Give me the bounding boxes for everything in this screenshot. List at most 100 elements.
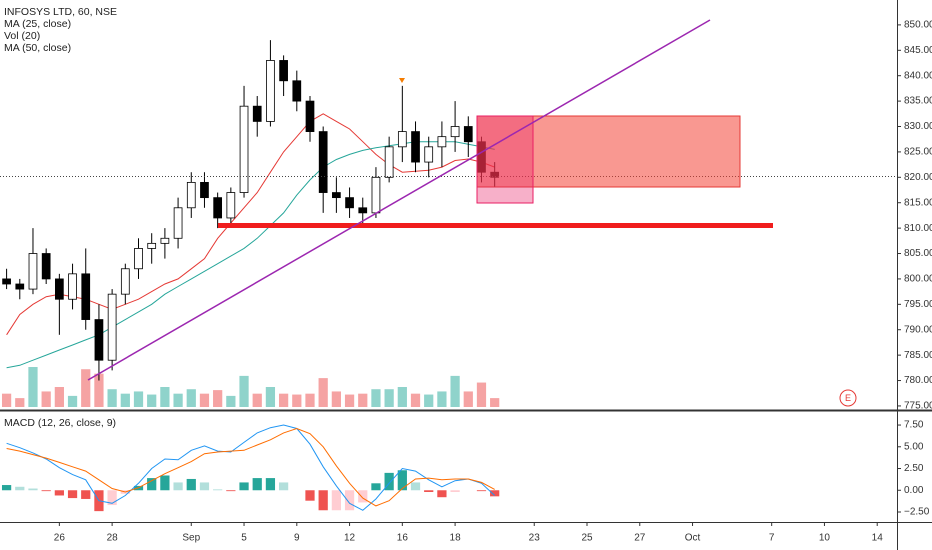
histogram-bar <box>28 488 38 491</box>
candle-body <box>397 131 407 148</box>
volume-bar <box>173 393 183 407</box>
histogram-bar <box>305 490 315 501</box>
volume-bar <box>384 389 394 407</box>
y-tick-label: −2.50 <box>904 507 930 518</box>
x-tick-label: 14 <box>872 533 884 544</box>
histogram-bar <box>476 490 487 492</box>
volume-bar <box>476 382 487 407</box>
x-tick-label: 25 <box>581 533 593 544</box>
histogram-bar <box>490 490 500 497</box>
x-tick-label: 9 <box>294 533 300 544</box>
volume-bar <box>81 369 91 407</box>
volume-bar <box>28 367 38 407</box>
candle-body <box>15 283 25 290</box>
histogram-bar <box>81 490 91 499</box>
y-tick-label: 825.00 <box>904 147 932 158</box>
x-tick-label: 5 <box>241 533 247 544</box>
volume-bar <box>318 378 328 407</box>
candle-body <box>160 237 170 244</box>
x-tick-label: 12 <box>344 533 356 544</box>
x-tick-label: 27 <box>634 533 646 544</box>
earnings-marker <box>839 389 857 407</box>
candle-body <box>173 207 183 239</box>
volume-bar <box>410 393 421 407</box>
volume-bar <box>54 387 64 407</box>
y-tick-label: 800.00 <box>904 274 932 285</box>
candle-body <box>305 100 315 132</box>
support-line <box>218 223 773 228</box>
histogram-bar <box>384 472 394 491</box>
histogram-bar <box>107 490 117 506</box>
y-tick-label: 790.00 <box>904 324 932 335</box>
histogram-bar <box>331 490 341 511</box>
volume-bar <box>213 390 223 407</box>
candle-body <box>279 60 288 82</box>
volume-bar <box>265 387 276 407</box>
volume-bar <box>278 393 289 407</box>
y-tick-label: 805.00 <box>904 248 932 259</box>
y-tick-label: 775.00 <box>904 401 932 412</box>
volume-bar <box>1 393 12 407</box>
candle-body <box>424 146 434 163</box>
histogram-bar <box>358 490 368 503</box>
legend-entry: Vol (20) <box>4 30 40 42</box>
y-tick-label: 850.00 <box>904 20 932 31</box>
macd-line <box>6 424 496 511</box>
y-tick-label: 815.00 <box>904 197 932 208</box>
histogram-bar <box>344 490 355 511</box>
candle-body <box>358 207 368 214</box>
histogram-bar <box>239 482 249 491</box>
candle-body <box>332 192 341 199</box>
candle-body <box>68 273 77 300</box>
x-tick-label: 10 <box>819 533 831 544</box>
candle-body <box>345 197 354 209</box>
earnings-label: E <box>845 393 851 403</box>
x-tick-label: 28 <box>107 533 119 544</box>
candle-body <box>94 319 104 361</box>
histogram-bar <box>410 482 421 491</box>
x-tick-label: 7 <box>769 533 775 544</box>
candle-body <box>107 293 117 361</box>
y-tick-label: 2.50 <box>904 463 924 474</box>
volume-bar <box>133 391 144 407</box>
volume-bar <box>147 394 157 407</box>
volume-bar <box>331 391 341 407</box>
candle-body <box>55 278 64 300</box>
volume-bar <box>67 395 78 407</box>
volume-bar <box>94 373 104 407</box>
candle-body <box>120 268 130 295</box>
x-tick-label: 18 <box>450 533 462 544</box>
x-tick-label: 26 <box>54 533 66 544</box>
volume-bar <box>490 398 500 407</box>
histogram-bar <box>54 490 64 496</box>
histogram-bar <box>160 475 170 491</box>
zone-rect <box>476 115 741 188</box>
volume-bar <box>463 391 473 407</box>
histogram-bar <box>371 483 381 491</box>
candle-body <box>371 176 381 214</box>
candle-body <box>41 253 51 280</box>
candle-body <box>200 181 209 199</box>
candle-body <box>450 126 460 138</box>
candle-body <box>384 146 394 178</box>
y-tick-label: 830.00 <box>904 121 932 132</box>
y-tick-label: 785.00 <box>904 350 932 361</box>
y-tick-label: 0.00 <box>904 485 924 496</box>
histogram-bar <box>186 478 196 491</box>
volume-bar <box>120 393 130 407</box>
candle-body <box>318 131 328 193</box>
candle-body <box>134 248 143 270</box>
signal-marker <box>399 78 405 83</box>
trend-line <box>87 19 711 381</box>
candle-body <box>213 197 223 219</box>
chart-title: INFOSYS LTD, 60, NSE <box>4 6 117 18</box>
data-layer <box>1 40 500 512</box>
candle-body <box>437 136 447 148</box>
histogram-bar <box>41 490 51 492</box>
zone-rect-small <box>476 115 534 204</box>
drawings <box>0 19 897 407</box>
histogram-bar <box>1 485 12 491</box>
volume-bar <box>358 393 368 407</box>
